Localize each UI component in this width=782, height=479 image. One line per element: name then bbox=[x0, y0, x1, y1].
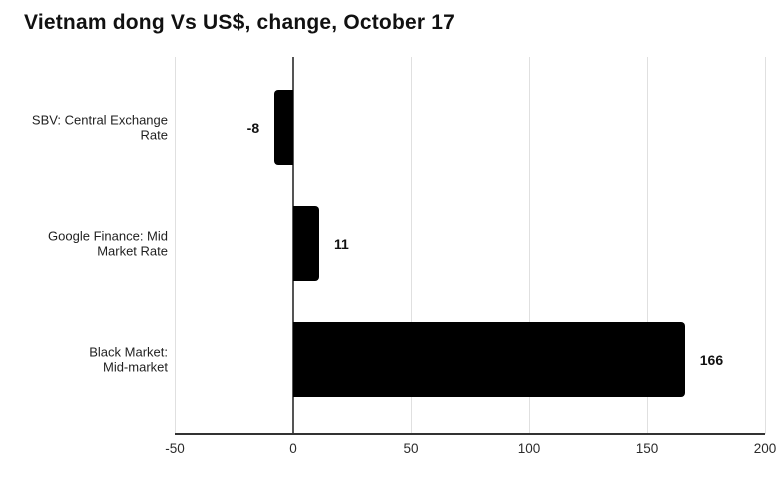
category-label-line: Market Rate bbox=[97, 243, 168, 259]
gridline bbox=[529, 57, 530, 434]
value-label: 11 bbox=[333, 235, 349, 252]
x-axis-line bbox=[175, 433, 765, 435]
x-tick-label: 100 bbox=[517, 441, 541, 456]
category-label-line: Google Finance: Mid bbox=[48, 228, 168, 243]
gridline bbox=[175, 57, 176, 434]
category-label-line: Rate bbox=[140, 127, 168, 143]
category-label-line: Mid-market bbox=[102, 359, 168, 375]
category-label-line: SBV: Central Exchange bbox=[31, 112, 168, 127]
category-label: Black Market: Mid-market bbox=[0, 344, 168, 375]
x-tick-label: 150 bbox=[635, 441, 659, 456]
gridline bbox=[647, 57, 648, 434]
category-label: SBV: Central Exchange Rate bbox=[0, 112, 168, 143]
bar bbox=[293, 322, 685, 397]
bar bbox=[293, 206, 319, 281]
gridline bbox=[765, 57, 766, 434]
category-label-line: Black Market: bbox=[89, 344, 168, 359]
x-tick-label: 0 bbox=[289, 441, 297, 456]
x-tick-label: 200 bbox=[753, 441, 777, 456]
gridline bbox=[411, 57, 412, 434]
bar bbox=[274, 90, 293, 165]
value-label: -8 bbox=[246, 119, 260, 136]
x-tick-label: -50 bbox=[165, 441, 185, 456]
category-label: Google Finance: Mid Market Rate bbox=[0, 228, 168, 259]
value-label: 166 bbox=[699, 351, 724, 368]
chart-title: Vietnam dong Vs US$, change, October 17 bbox=[24, 11, 456, 34]
x-tick-label: 50 bbox=[403, 441, 419, 456]
